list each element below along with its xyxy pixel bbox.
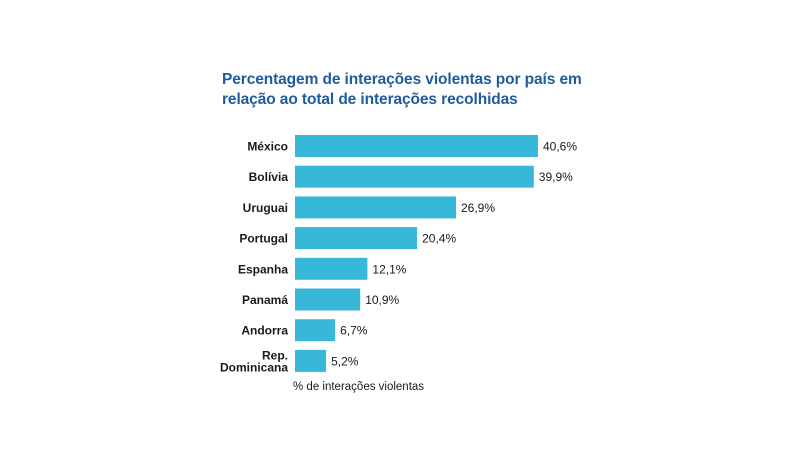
value-label-1: 39,9% <box>539 170 573 184</box>
category-label-5-line-0: Panamá <box>242 293 288 307</box>
value-label-7: 5,2% <box>331 354 359 368</box>
bar-5 <box>295 288 361 311</box>
bar-3 <box>295 227 418 250</box>
category-label-4: Espanha <box>238 262 288 276</box>
bar-4 <box>295 257 368 280</box>
value-label-3: 20,4% <box>422 232 456 246</box>
category-label-3-line-0: Portugal <box>239 232 288 246</box>
chart-title-line-2: relação ao total de interações recolhida… <box>222 91 518 108</box>
category-label-3: Portugal <box>239 232 288 246</box>
bar-6 <box>295 319 336 342</box>
chart-title-line-1: Percentagem de interações violentas por … <box>222 71 582 88</box>
category-label-6: Andorra <box>241 324 288 338</box>
category-label-0: México <box>247 140 288 154</box>
value-label-0: 40,6% <box>543 140 577 154</box>
category-label-1: Bolívia <box>249 170 289 184</box>
category-label-1-line-0: Bolívia <box>249 170 289 184</box>
value-label-5: 10,9% <box>365 293 399 307</box>
category-label-0-line-0: México <box>247 140 288 154</box>
category-label-7-line-1: Dominicana <box>220 360 288 374</box>
bar-1 <box>295 165 534 188</box>
bar-2 <box>295 196 456 219</box>
category-label-4-line-0: Espanha <box>238 262 288 276</box>
x-axis-label: % de interações violentas <box>293 381 425 393</box>
value-label-2: 26,9% <box>461 201 495 215</box>
category-label-2-line-0: Uruguai <box>243 201 288 215</box>
category-label-7-line-0: Rep. <box>262 348 288 362</box>
bar-0 <box>295 135 538 157</box>
category-label-5: Panamá <box>242 293 288 307</box>
category-label-6-line-0: Andorra <box>241 324 288 338</box>
bar-7 <box>295 349 327 372</box>
category-label-2: Uruguai <box>243 201 288 215</box>
value-label-4: 12,1% <box>372 262 406 276</box>
chart-title: Percentagem de interações violentas por … <box>222 70 622 110</box>
value-label-6: 6,7% <box>340 324 368 338</box>
category-label-7: Rep. Dominicana <box>220 348 288 374</box>
